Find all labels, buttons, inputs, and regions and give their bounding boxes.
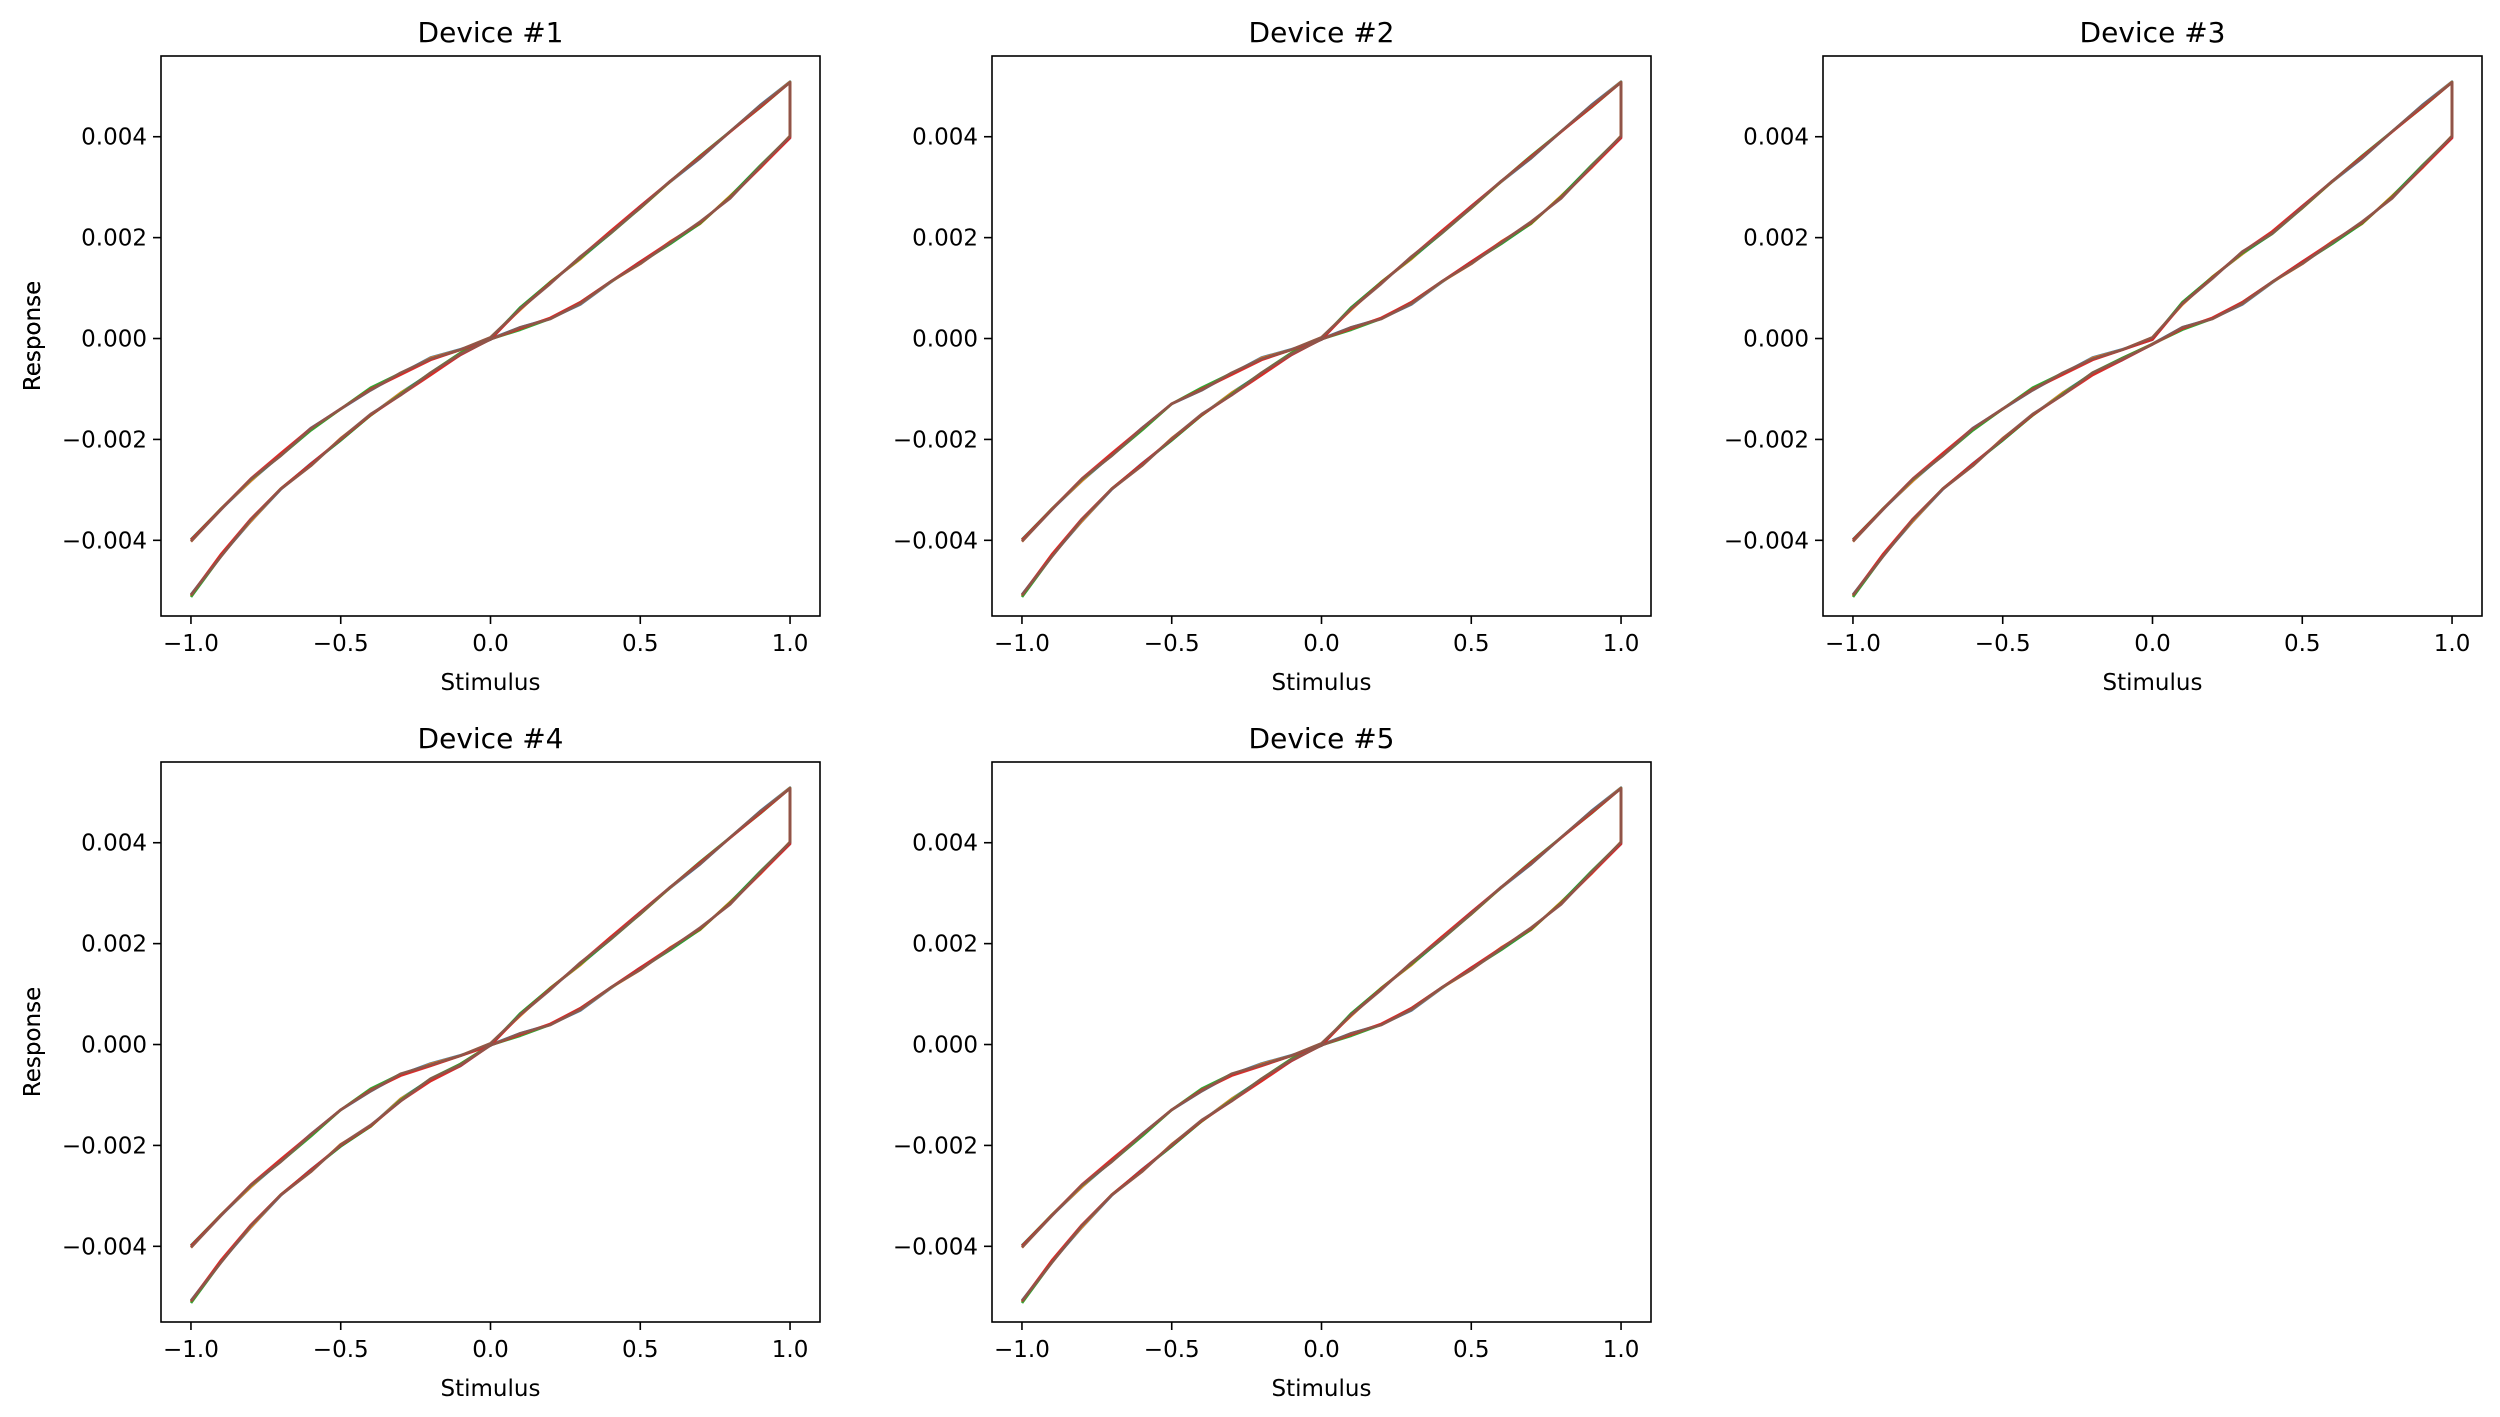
x-tick-label: 1.0 (772, 1337, 809, 1363)
x-tick-label: −0.5 (1975, 631, 2031, 657)
x-tick-label: −1.0 (163, 631, 219, 657)
y-axis-label: Response (20, 281, 46, 391)
chart-panel-3: Device #3 Stimulus Response −1.0 −0.5 0.0 0.5 1… (20, 16, 2483, 696)
y-axis-label: Response (20, 987, 46, 1097)
y-tick-label: 0.004 (1743, 125, 1809, 151)
x-tick-label: 0.0 (2134, 631, 2171, 657)
y-tick-label: 0.002 (81, 226, 147, 252)
x-tick-label: −0.5 (1144, 631, 1200, 657)
plot-frame (160, 55, 821, 617)
y-tick-label: −0.004 (62, 528, 147, 554)
y-tick-label: 0.002 (912, 932, 978, 958)
x-tick-label: 0.0 (472, 1337, 509, 1363)
chart-title: Device #5 (1249, 722, 1395, 755)
x-tick-label: −0.5 (313, 631, 369, 657)
y-axis-label: Response (20, 281, 46, 391)
y-tick-label: 0.000 (912, 1033, 978, 1059)
x-tick-label: 1.0 (1603, 1337, 1640, 1363)
y-tick-label: 0.002 (912, 226, 978, 252)
y-tick-label: 0.000 (1743, 327, 1809, 353)
y-tick-label: −0.004 (1724, 528, 1809, 554)
y-tick-label: −0.004 (893, 1234, 978, 1260)
x-tick-label: −0.5 (1144, 1337, 1200, 1363)
y-tick-label: −0.004 (62, 1234, 147, 1260)
y-tick-label: 0.004 (912, 831, 978, 857)
x-tick-label: −1.0 (994, 1337, 1050, 1363)
x-tick-label: 0.5 (2284, 631, 2321, 657)
x-tick-label: 0.5 (622, 631, 659, 657)
x-axis-label: Stimulus (441, 1376, 541, 1402)
series-trace-5 (189, 81, 792, 596)
x-tick-label: 1.0 (772, 631, 809, 657)
y-tick-label: 0.002 (1743, 226, 1809, 252)
x-axis-label: Stimulus (1272, 670, 1372, 696)
plot-frame (160, 761, 821, 1323)
x-axis-label: Stimulus (1272, 1376, 1372, 1402)
y-tick-label: 0.000 (81, 327, 147, 353)
y-tick-label: −0.002 (893, 427, 978, 453)
y-tick-label: −0.004 (893, 528, 978, 554)
x-axis-label: Stimulus (2103, 670, 2203, 696)
x-tick-label: −0.5 (313, 1337, 369, 1363)
y-tick-label: −0.002 (1724, 427, 1809, 453)
series-trace-5 (1851, 81, 2454, 596)
x-axis-label: Stimulus (441, 670, 541, 696)
y-tick-label: −0.002 (62, 1133, 147, 1159)
x-tick-label: −1.0 (994, 631, 1050, 657)
plot-frame (991, 761, 1652, 1323)
chart-title: Device #4 (418, 722, 564, 755)
x-tick-label: 0.5 (1453, 1337, 1490, 1363)
chart-title: Device #1 (418, 16, 564, 49)
x-tick-label: 0.5 (1453, 631, 1490, 657)
y-tick-label: −0.002 (893, 1133, 978, 1159)
x-tick-label: 0.0 (1303, 631, 1340, 657)
chart-panel-2: Device #2 Stimulus Response −1.0 −0.5 0.0 0.5 1… (20, 16, 1652, 696)
y-tick-label: 0.004 (81, 831, 147, 857)
chart-title: Device #2 (1249, 16, 1395, 49)
series-trace-5 (189, 787, 792, 1302)
x-tick-label: −1.0 (163, 1337, 219, 1363)
x-tick-label: 0.0 (472, 631, 509, 657)
y-tick-label: −0.002 (62, 427, 147, 453)
plot-frame (1822, 55, 2483, 617)
y-axis-label: Response (20, 281, 46, 391)
x-tick-label: −1.0 (1825, 631, 1881, 657)
x-tick-label: 0.5 (622, 1337, 659, 1363)
chart-panel-1: Device #1 Stimulus Response −1.0 −0.5 0.0 0.5 1… (20, 16, 821, 696)
x-tick-label: 1.0 (1603, 631, 1640, 657)
x-tick-label: 1.0 (2434, 631, 2471, 657)
series-trace-5 (1020, 81, 1623, 596)
y-axis-label: Response (20, 987, 46, 1097)
y-tick-label: 0.004 (912, 125, 978, 151)
chart-title: Device #3 (2080, 16, 2226, 49)
chart-panel-5: Device #5 Stimulus Response −1.0 −0.5 0.0 0.5 1… (20, 722, 1652, 1402)
series-trace-5 (1020, 787, 1623, 1302)
y-tick-label: 0.000 (912, 327, 978, 353)
y-tick-label: 0.000 (81, 1033, 147, 1059)
x-tick-label: 0.0 (1303, 1337, 1340, 1363)
y-tick-label: 0.002 (81, 932, 147, 958)
y-tick-label: 0.004 (81, 125, 147, 151)
chart-panel-4: Device #4 Stimulus Response −1.0 −0.5 0.0 0.5 1… (20, 722, 821, 1402)
plot-frame (991, 55, 1652, 617)
